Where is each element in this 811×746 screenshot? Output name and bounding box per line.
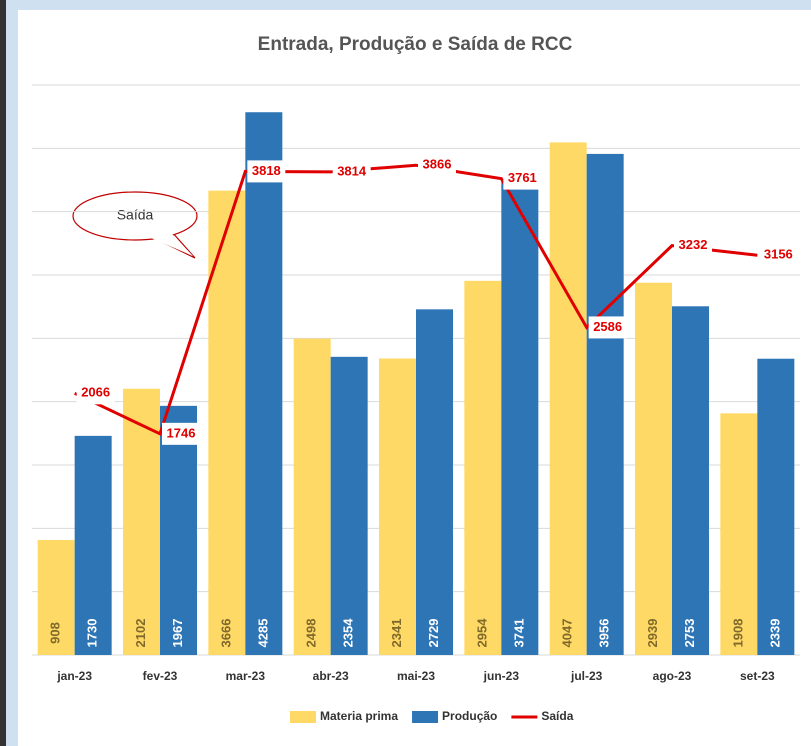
line-label: 3818 (247, 160, 286, 183)
label-box (418, 154, 456, 177)
value-label: 3232 (679, 237, 708, 252)
value-label: 2341 (389, 619, 404, 648)
value-label: 3741 (511, 619, 526, 648)
label-box (247, 160, 286, 183)
annotation: Saída (117, 207, 154, 223)
bar (123, 388, 160, 655)
bar (330, 356, 368, 655)
bar (245, 112, 283, 655)
legend-swatch (412, 711, 439, 723)
value-label: 2729 (426, 619, 441, 648)
value-label: 3761 (508, 170, 537, 185)
value-label: 1967 (170, 619, 185, 648)
bar (464, 280, 502, 655)
label-box (674, 234, 712, 257)
line-label: 1746 (162, 422, 200, 445)
x-tick-label: ago-23 (653, 669, 692, 683)
value-label: 3814 (337, 163, 367, 178)
bar (635, 282, 672, 655)
chart-title: Entrada, Produção e Saída de RCC (258, 34, 573, 55)
legend-label: Produção (442, 709, 497, 723)
bar (720, 413, 758, 655)
value-label: 3666 (218, 619, 233, 648)
value-label: 1730 (85, 619, 100, 648)
line-label: 3156 (759, 244, 798, 267)
bar (757, 358, 795, 655)
value-label: 2939 (645, 619, 660, 648)
value-label: 3156 (764, 247, 793, 262)
value-label: 2354 (341, 618, 356, 648)
bar (501, 181, 539, 655)
line-label: 3761 (503, 167, 542, 190)
line-label: 3814 (332, 160, 371, 183)
value-label: 3866 (423, 157, 452, 172)
legend-swatch (290, 711, 316, 723)
legend-label: Saída (541, 709, 573, 723)
value-label: 3956 (597, 619, 612, 648)
bar (74, 435, 112, 655)
value-label: 2753 (682, 619, 697, 648)
x-tick-label: jul-23 (570, 669, 603, 683)
label-box (759, 244, 798, 267)
value-label: 2339 (767, 619, 782, 648)
value-label: 2102 (133, 619, 148, 648)
value-label: 1908 (730, 619, 745, 648)
bar (160, 405, 197, 655)
x-tick-label: mar-23 (226, 669, 266, 683)
label-box (332, 160, 371, 183)
line-label: 3866 (418, 154, 456, 177)
value-label: 4047 (560, 619, 575, 648)
label-box (588, 316, 627, 339)
value-label: 2586 (593, 319, 622, 334)
line-label: 2586 (588, 316, 627, 339)
value-label: 2498 (304, 619, 319, 648)
value-label: 3818 (252, 163, 281, 178)
x-tick-label: jan-23 (56, 669, 92, 683)
value-label: 4285 (255, 619, 270, 648)
left-strip (0, 0, 6, 746)
x-tick-label: abr-23 (313, 669, 349, 683)
legend-label: Materia prima (320, 709, 398, 723)
x-tick-label: mai-23 (397, 669, 435, 683)
line-label: 2066 (76, 382, 115, 405)
label-box (503, 167, 542, 190)
value-label: 908 (48, 622, 63, 644)
label-box (162, 422, 200, 445)
value-label: 2066 (81, 385, 110, 400)
x-tick-label: jun-23 (483, 669, 520, 683)
speech-bubble (72, 191, 198, 259)
bar (379, 358, 416, 655)
label-box (76, 382, 115, 405)
bar (293, 338, 331, 655)
line-label: 3232 (674, 234, 712, 257)
bar (586, 153, 624, 655)
value-label: 1746 (167, 425, 196, 440)
value-label: 2954 (474, 618, 489, 648)
bar (37, 539, 75, 655)
x-tick-label: fev-23 (143, 669, 178, 683)
bar (416, 309, 453, 655)
bar (672, 306, 709, 655)
x-tick-label: set-23 (740, 669, 775, 683)
line (74, 163, 758, 436)
bar (549, 142, 587, 655)
bar (208, 190, 246, 655)
